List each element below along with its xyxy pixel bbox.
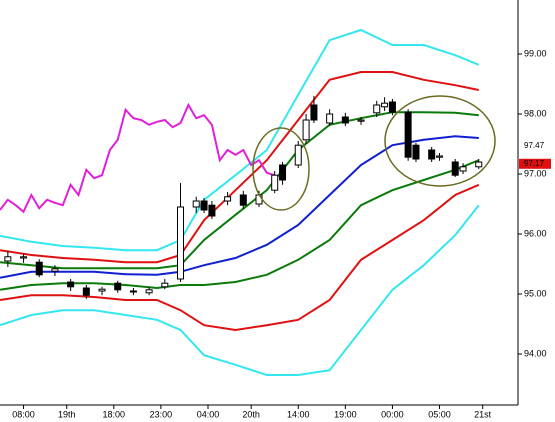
x-tick-label: 19:00: [334, 409, 357, 419]
candle-body: [302, 119, 310, 141]
candle-body: [388, 101, 396, 113]
candle-body: [428, 149, 436, 160]
indicator-line: [0, 204, 480, 376]
candle-body: [177, 206, 185, 280]
price-tag-label: 97.17: [524, 159, 545, 168]
candle-body: [310, 104, 318, 121]
x-tick-label: 23:00: [150, 409, 173, 419]
candle-body: [114, 282, 122, 291]
y-tick-label: 98.00: [524, 108, 547, 118]
candle-body: [4, 256, 12, 262]
candle-body: [255, 194, 263, 205]
candle-body: [239, 194, 247, 206]
y-tick-label: 94.00: [524, 348, 547, 358]
candle-body: [475, 161, 483, 168]
candle-body: [451, 161, 459, 176]
indicator-line: [0, 102, 275, 214]
candle-body: [271, 174, 279, 191]
x-tick-label: 08:00: [12, 409, 35, 419]
candle-body: [294, 144, 302, 166]
candle-body: [459, 166, 467, 172]
candle-body: [412, 144, 420, 160]
candle-body: [20, 256, 28, 259]
candle-body: [51, 268, 59, 272]
y-tick-label: 99.00: [524, 48, 547, 58]
price-tag-box: [519, 158, 551, 169]
candle-body: [404, 111, 412, 158]
candle-body: [373, 104, 381, 114]
plot-area: [0, 28, 483, 376]
indicator-line: [0, 159, 480, 291]
x-tick-label: 19th: [58, 409, 76, 419]
annotation-ellipse: [384, 95, 496, 187]
x-tick-label: 18:00: [103, 409, 126, 419]
indicator-line: [0, 111, 479, 270]
candle-body: [357, 119, 365, 122]
x-tick-label: 20th: [242, 409, 260, 419]
indicator-line: [0, 71, 479, 264]
x-tick-label: 05:00: [428, 409, 451, 419]
candle-body: [326, 113, 334, 124]
indicator-line: [0, 135, 479, 279]
candle-body: [35, 261, 43, 276]
annotation-ellipse: [252, 127, 310, 211]
candle-body: [200, 200, 208, 211]
indicator-line: [0, 183, 480, 332]
candle-body: [436, 155, 444, 158]
price-tag-label: 97.47: [524, 141, 545, 150]
candle-body: [82, 287, 90, 296]
x-tick-label: 21st: [474, 409, 492, 419]
candle-body: [161, 282, 169, 288]
x-tick-label: 00:00: [381, 409, 404, 419]
candle-body: [224, 196, 232, 202]
y-tick-label: 95.00: [524, 288, 547, 298]
candle-body: [341, 116, 349, 124]
candle-body: [381, 102, 389, 108]
candle-body: [67, 281, 75, 288]
indicator-line: [0, 28, 480, 252]
x-tick-label: 04:00: [197, 409, 220, 419]
candle-body: [192, 200, 200, 208]
candle-body: [145, 289, 153, 294]
x-tick-label: 14:00: [287, 409, 310, 419]
candle-body: [98, 288, 106, 292]
candle-body: [129, 290, 137, 293]
candle-body: [208, 204, 216, 217]
candle-body: [279, 164, 287, 181]
y-tick-label: 97.00: [524, 168, 547, 178]
y-tick-label: 96.00: [524, 228, 547, 238]
